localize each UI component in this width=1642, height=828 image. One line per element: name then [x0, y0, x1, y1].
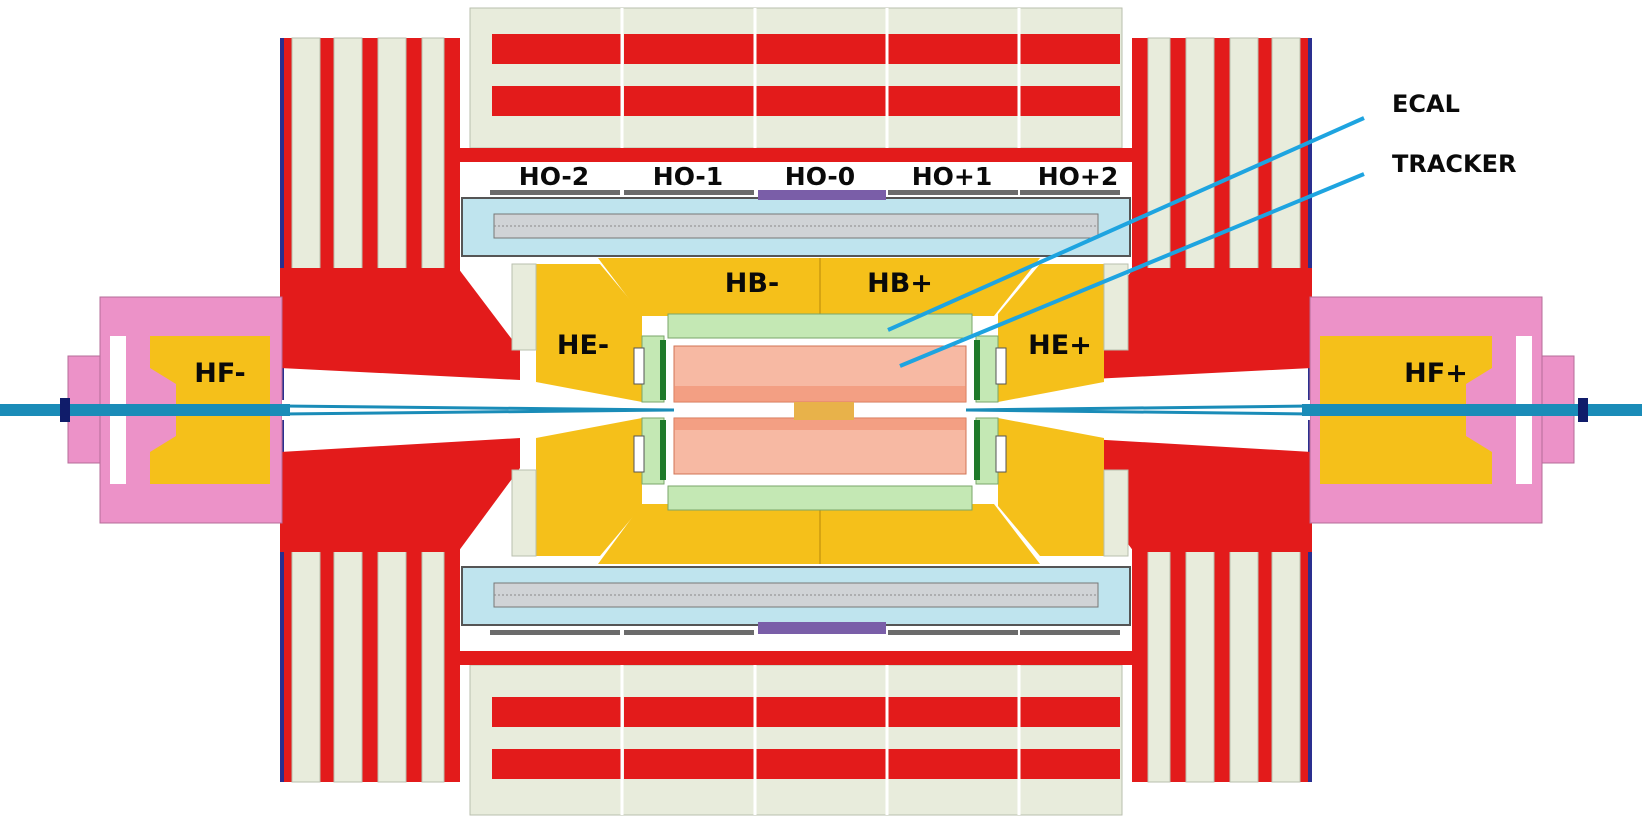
ecal: [633, 313, 1007, 511]
ho-0-top-segment: [758, 190, 886, 200]
hcal-endcap: [511, 263, 1129, 557]
hcal-barrel: [598, 258, 1040, 564]
label-ho-plus-2: HO+2: [1038, 162, 1119, 191]
label-hf-plus: HF+: [1404, 358, 1468, 389]
label-hb-minus: HB-: [725, 268, 779, 299]
solenoid-coil-bottom: [460, 563, 1132, 651]
ho-rings: [490, 190, 1120, 635]
label-ho-plus-1: HO+1: [912, 162, 993, 191]
barrel-yoke-top: [460, 7, 1132, 162]
region-labels: HO-2 HO-1 HO-0 HO+1 HO+2 HB- HB+ HE- HE+…: [194, 162, 1468, 389]
ho-0-bottom-segment: [758, 622, 886, 634]
label-tracker: TRACKER: [1392, 150, 1517, 178]
tracker: [673, 345, 967, 475]
endcap-yoke-left: [280, 37, 520, 783]
label-ho-0: HO-0: [785, 162, 855, 191]
label-hb-plus: HB+: [867, 268, 933, 299]
label-hf-minus: HF-: [194, 358, 245, 389]
ecal-leader-line: [887, 116, 1365, 332]
tracker-leader-line: [899, 172, 1365, 368]
label-ho-minus-2: HO-2: [519, 162, 589, 191]
beam-pipe: [0, 398, 1642, 422]
label-he-plus: HE+: [1028, 330, 1092, 361]
label-ho-minus-1: HO-1: [653, 162, 723, 191]
label-ecal: ECAL: [1392, 90, 1460, 118]
label-he-minus: HE-: [557, 330, 609, 361]
barrel-yoke-bottom: [460, 651, 1132, 816]
callouts: ECAL TRACKER: [887, 90, 1517, 368]
solenoid-coil-top: [460, 162, 1132, 260]
